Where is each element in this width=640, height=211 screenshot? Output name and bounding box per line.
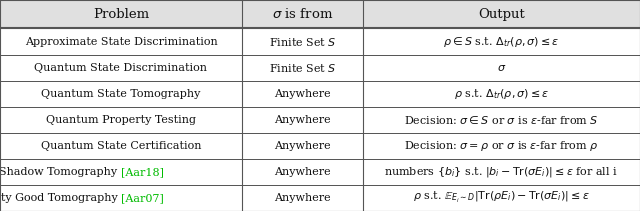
Bar <box>0 185 242 211</box>
Text: Approximate State Discrimination: Approximate State Discrimination <box>24 37 218 46</box>
Text: Anywhere: Anywhere <box>274 167 331 177</box>
Text: $\sigma$ is from: $\sigma$ is from <box>272 7 333 21</box>
Text: Finite Set $S$: Finite Set $S$ <box>269 35 336 47</box>
Text: numbers $\{b_i\}$ s.t. $|b_i - \mathrm{Tr}(\sigma E_i)| \leq \epsilon$ for all i: numbers $\{b_i\}$ s.t. $|b_i - \mathrm{T… <box>385 165 618 179</box>
Bar <box>242 55 363 81</box>
Bar <box>242 159 363 185</box>
Text: Anywhere: Anywhere <box>274 141 331 151</box>
Bar <box>363 81 640 107</box>
Text: Anywhere: Anywhere <box>274 89 331 99</box>
Text: Shadow Tomography: Shadow Tomography <box>0 167 121 177</box>
Bar <box>0 107 242 133</box>
Bar <box>0 81 242 107</box>
Bar <box>242 107 363 133</box>
Text: Anywhere: Anywhere <box>274 115 331 125</box>
Bar <box>363 185 640 211</box>
Text: Finite Set $S$: Finite Set $S$ <box>269 62 336 74</box>
Bar <box>242 81 363 107</box>
Text: $\sigma$: $\sigma$ <box>497 63 506 73</box>
Text: Quantum Property Testing: Quantum Property Testing <box>46 115 196 125</box>
Text: Pretty Good Tomography: Pretty Good Tomography <box>0 193 121 203</box>
Text: [Aar18]: [Aar18] <box>121 167 164 177</box>
Bar <box>363 28 640 55</box>
Bar <box>0 159 242 185</box>
Bar <box>363 0 640 28</box>
Text: Decision: $\sigma = \rho$ or $\sigma$ is $\epsilon$-far from $\rho$: Decision: $\sigma = \rho$ or $\sigma$ is… <box>404 139 598 153</box>
Text: Decision: $\sigma \in S$ or $\sigma$ is $\epsilon$-far from $S$: Decision: $\sigma \in S$ or $\sigma$ is … <box>404 114 599 126</box>
Text: Output: Output <box>478 8 525 21</box>
Bar <box>0 55 242 81</box>
Bar <box>242 28 363 55</box>
Text: [Aar07]: [Aar07] <box>121 193 164 203</box>
Text: Quantum State Tomography: Quantum State Tomography <box>41 89 201 99</box>
Text: $\rho$ s.t. $\Delta_{tr}(\rho,\sigma) \leq \epsilon$: $\rho$ s.t. $\Delta_{tr}(\rho,\sigma) \l… <box>454 87 549 101</box>
Text: $\rho$ s.t. $\mathbb{E}_{E_i \sim D}|\mathrm{Tr}(\rho E_i) - \mathrm{Tr}(\sigma : $\rho$ s.t. $\mathbb{E}_{E_i \sim D}|\ma… <box>413 191 590 206</box>
Bar <box>363 159 640 185</box>
Bar <box>242 0 363 28</box>
Bar <box>363 133 640 159</box>
Bar <box>242 133 363 159</box>
Text: Problem: Problem <box>93 8 149 21</box>
Text: $\rho \in S$ s.t. $\Delta_{tr}(\rho,\sigma) \leq \epsilon$: $\rho \in S$ s.t. $\Delta_{tr}(\rho,\sig… <box>443 35 560 49</box>
Text: Quantum State Discrimination: Quantum State Discrimination <box>35 63 207 73</box>
Text: Anywhere: Anywhere <box>274 193 331 203</box>
Bar <box>363 55 640 81</box>
Bar <box>0 28 242 55</box>
Bar <box>0 0 242 28</box>
Bar <box>363 107 640 133</box>
Text: Quantum State Certification: Quantum State Certification <box>41 141 201 151</box>
Bar <box>0 133 242 159</box>
Bar <box>242 185 363 211</box>
